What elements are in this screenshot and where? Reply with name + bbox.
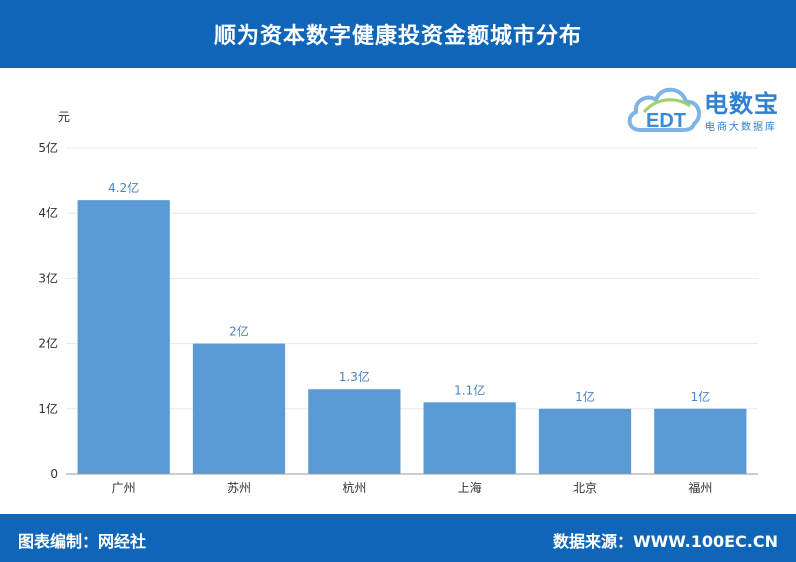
data-label: 4.2亿 xyxy=(108,180,139,195)
y-axis-label: 元 xyxy=(58,110,71,124)
data-labels: 4.2亿 2亿 1.3亿 1.1亿 1亿 1亿 xyxy=(108,180,710,404)
page-title: 顺为资本数字健康投资金额城市分布 xyxy=(213,24,582,49)
x-tick-labels: 广州 苏州 杭州 上海 北京 福州 xyxy=(112,480,713,495)
bar xyxy=(423,402,516,474)
bar xyxy=(654,408,747,474)
bar xyxy=(77,200,170,474)
data-label: 1亿 xyxy=(575,389,595,404)
y-tick-label: 4亿 xyxy=(38,205,58,220)
y-tick-label: 3亿 xyxy=(38,270,58,285)
bars xyxy=(77,200,747,474)
x-tick-label: 广州 xyxy=(112,481,136,495)
data-label: 1亿 xyxy=(691,389,711,404)
y-tick-label: 5亿 xyxy=(38,140,58,155)
chart-title-banner: 顺为资本数字健康投资金额城市分布 xyxy=(0,0,796,68)
logo-name: 电数宝 xyxy=(704,90,779,118)
y-tick-label: 1亿 xyxy=(38,401,58,416)
logo-mark-text: EDT xyxy=(646,110,686,132)
x-tick-label: 北京 xyxy=(573,481,597,495)
bar xyxy=(308,389,401,474)
logo-subtitle: 电商大数据库 xyxy=(705,122,777,133)
y-tick-labels: 0 1亿 2亿 3亿 4亿 5亿 xyxy=(38,140,58,481)
x-tick-label: 杭州 xyxy=(342,480,366,495)
data-label: 2亿 xyxy=(229,324,249,339)
footer-data-source: 数据来源：WWW.100EC.CN xyxy=(552,532,778,551)
grid-lines xyxy=(66,147,758,410)
y-tick-label: 0 xyxy=(50,467,58,481)
x-tick-label: 上海 xyxy=(458,480,482,495)
bar xyxy=(192,343,286,474)
x-tick-label: 苏州 xyxy=(227,481,251,495)
cloud-logo-icon: EDT xyxy=(627,87,702,132)
footer-banner: 图表编制：网经社 数据来源：WWW.100EC.CN xyxy=(0,514,796,562)
footer-source-compiler: 图表编制：网经社 xyxy=(18,532,147,551)
data-label: 1.1亿 xyxy=(454,382,485,397)
y-tick-label: 2亿 xyxy=(38,336,58,351)
bar-chart: 4.2亿 2亿 1.3亿 1.1亿 1亿 1亿 0 1亿 2亿 3亿 4亿 5亿 广州 苏州 杭州 上海 北… xyxy=(38,140,758,495)
x-tick-label: 福州 xyxy=(688,480,712,495)
data-label: 1.3亿 xyxy=(339,369,370,384)
bar xyxy=(538,408,632,474)
